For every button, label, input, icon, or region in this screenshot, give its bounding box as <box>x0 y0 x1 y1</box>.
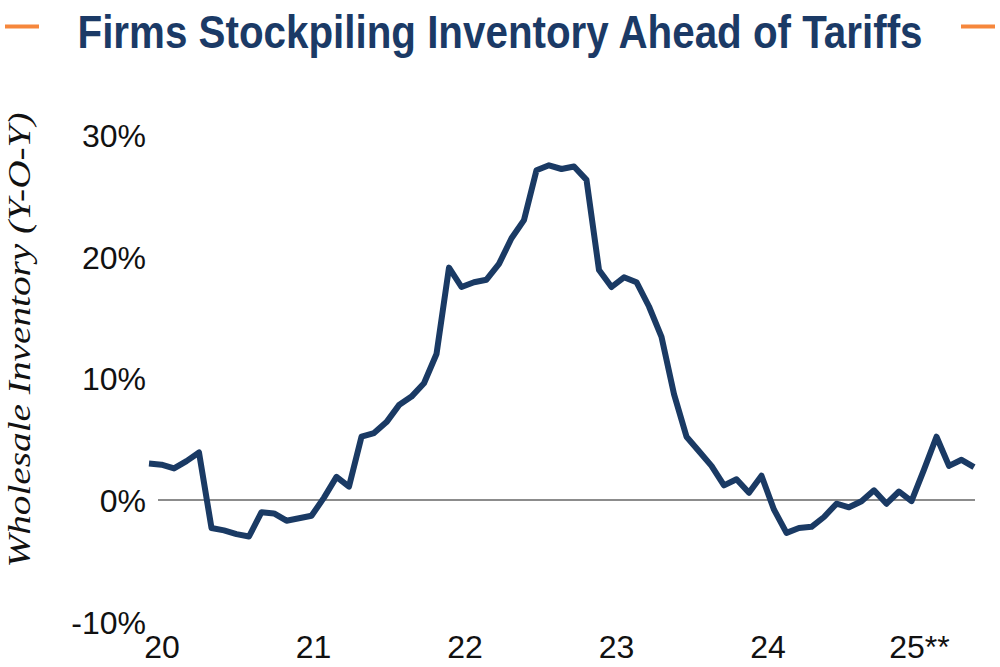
inventory-line-chart: Firms Stockpiling Inventory Ahead of Tar… <box>0 0 1000 667</box>
y-axis-title: Wholesale Inventory (Y-O-Y) <box>2 112 37 567</box>
y-tick-label: 20% <box>82 240 146 276</box>
y-tick-label: 0% <box>100 483 146 519</box>
x-tick-label: 21 <box>296 629 332 665</box>
y-tick-label: 10% <box>82 361 146 397</box>
y-axis-tick-labels: 30% 20% 10% 0% -10% <box>71 118 146 641</box>
y-tick-label: -10% <box>71 605 146 641</box>
y-tick-label: 30% <box>82 118 146 154</box>
x-axis-tick-labels: 20 21 22 23 24 25** <box>144 629 950 665</box>
chart-page: Firms Stockpiling Inventory Ahead of Tar… <box>0 0 1000 667</box>
x-tick-label: 20 <box>144 629 180 665</box>
x-tick-label: 23 <box>599 629 635 665</box>
x-tick-label: 25** <box>889 629 950 665</box>
x-tick-label: 24 <box>750 629 786 665</box>
chart-title: Firms Stockpiling Inventory Ahead of Tar… <box>78 6 923 58</box>
wholesale-inventory-line-series <box>149 165 974 536</box>
x-tick-label: 22 <box>447 629 483 665</box>
